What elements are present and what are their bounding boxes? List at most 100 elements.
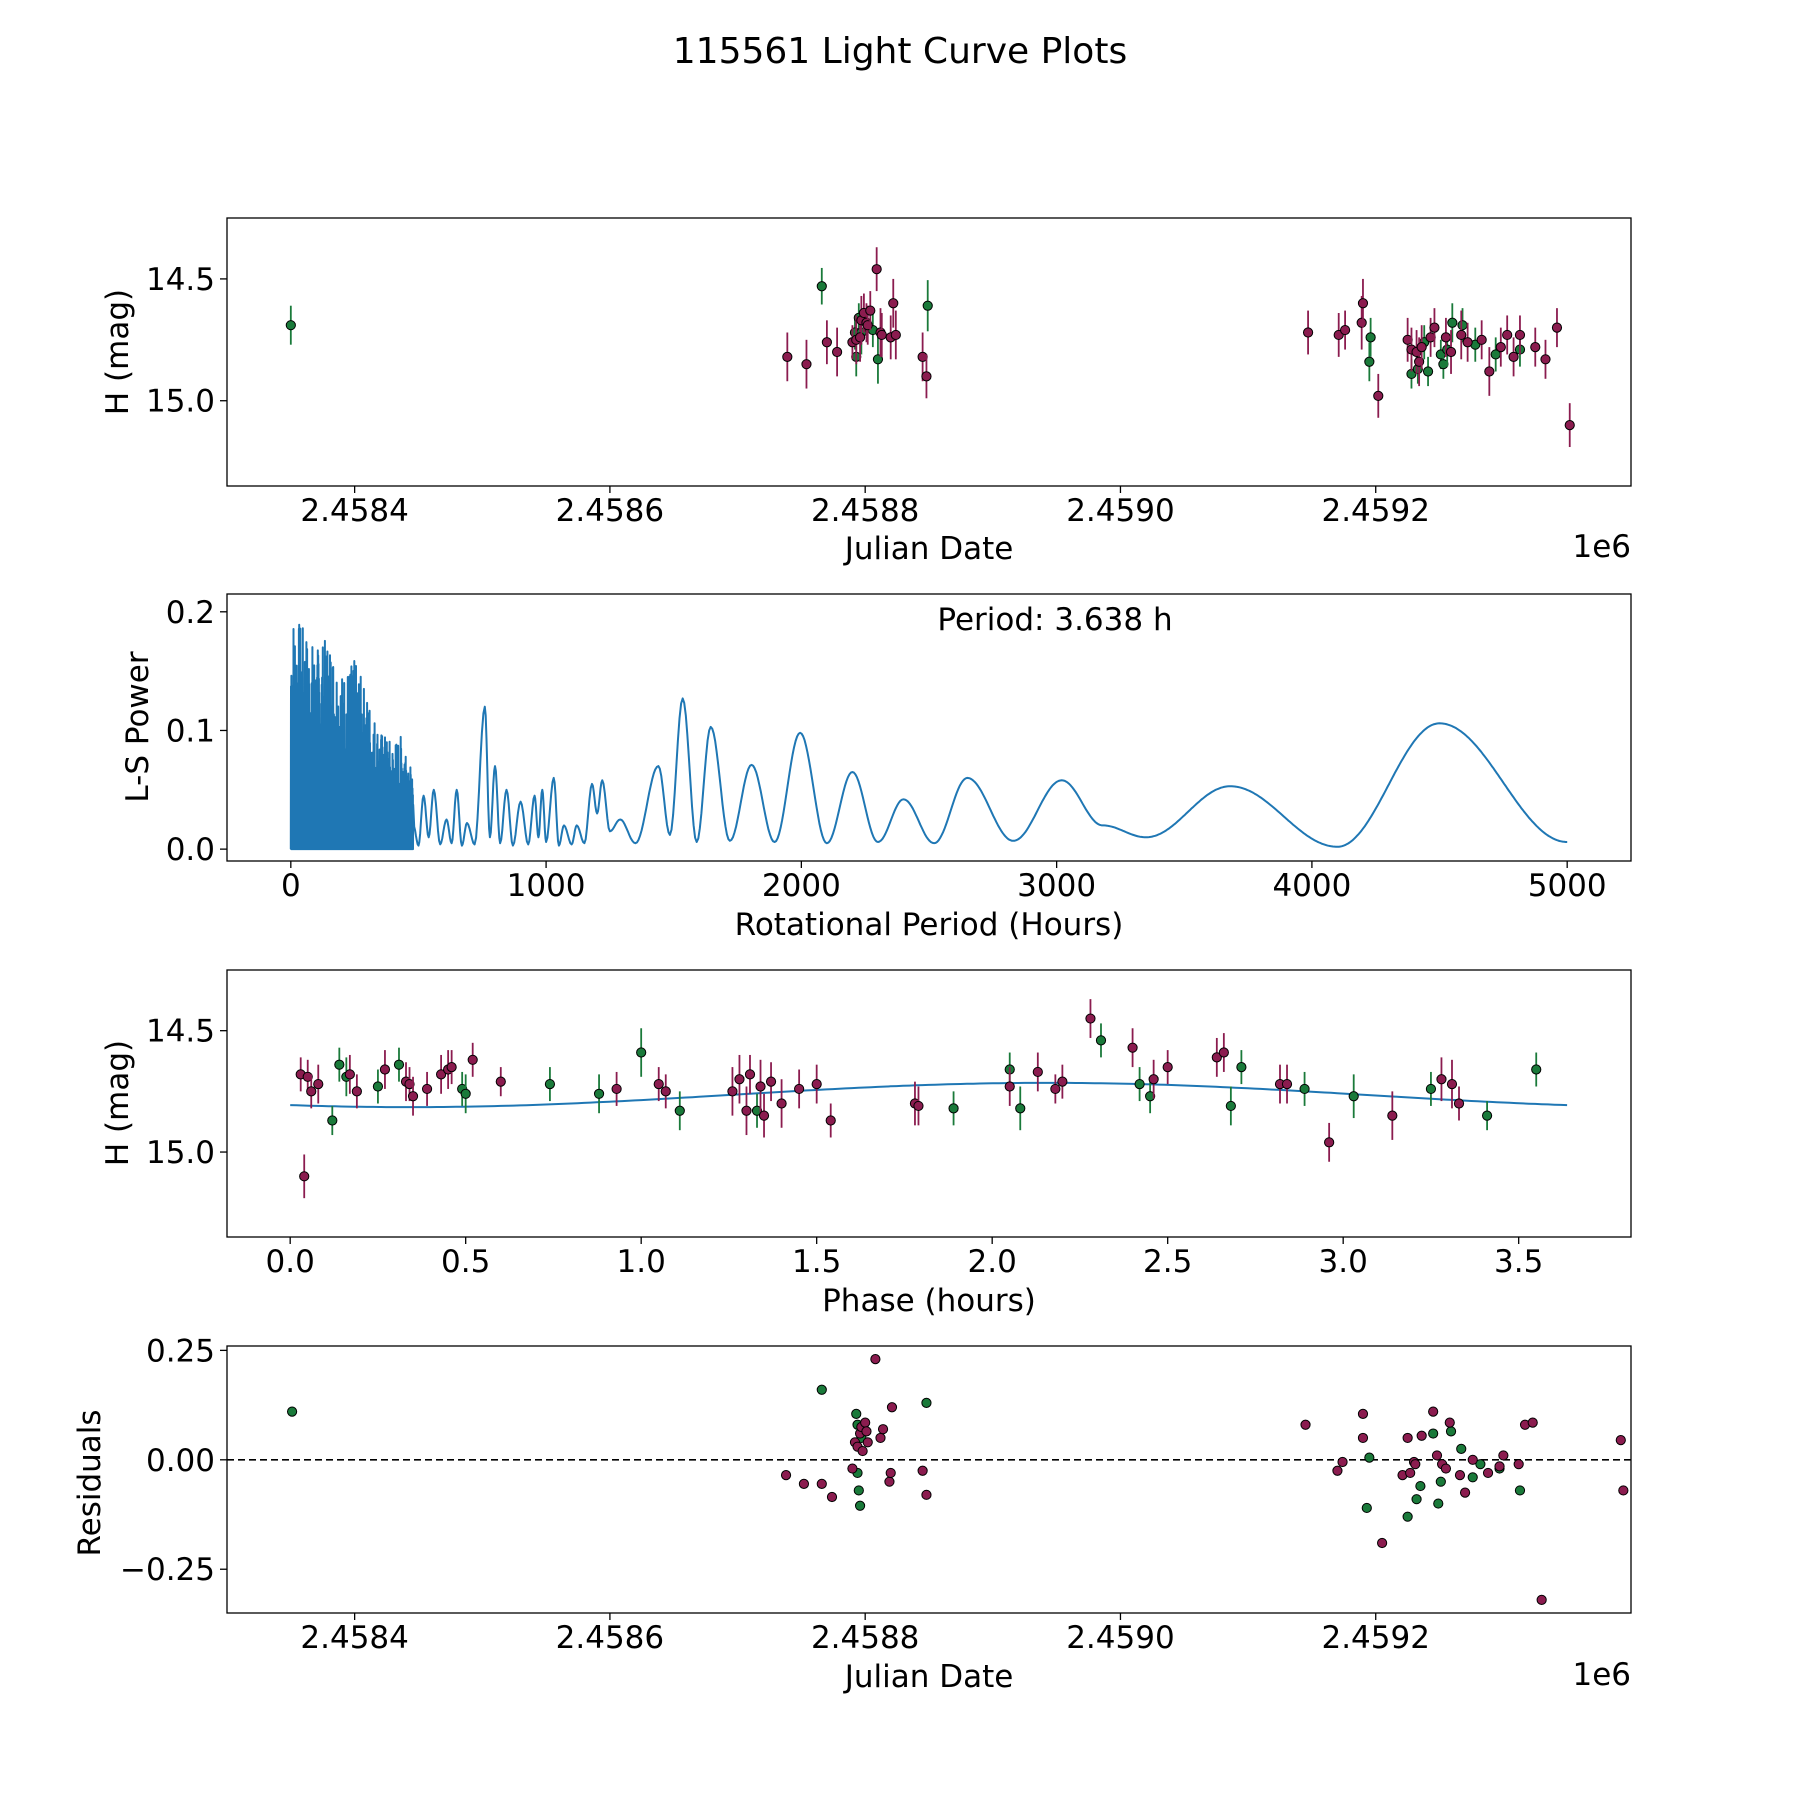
data-point: [1162, 1061, 1173, 1073]
data-point: [1281, 1078, 1293, 1090]
data-point: [1377, 1537, 1388, 1549]
data-point: [782, 351, 793, 362]
data-point: [1527, 1417, 1538, 1428]
data-point: [1422, 366, 1434, 377]
data-point: [1445, 1426, 1457, 1437]
phased-ylabel: H (mag): [100, 1040, 136, 1166]
data-point: [1415, 1480, 1426, 1492]
data-point: [393, 1059, 405, 1070]
data-point: [851, 1408, 862, 1419]
data-point: [286, 1406, 298, 1417]
data-point: [1433, 1498, 1444, 1509]
phased-xtick-label: 0.0: [266, 1244, 315, 1280]
phased-ytick-label: 14.5: [146, 1014, 215, 1050]
data-point: [865, 305, 876, 316]
periodogram-xtick-label: 5000: [1528, 868, 1607, 904]
data-point: [776, 1098, 787, 1109]
data-point: [1495, 342, 1506, 353]
lightcurve-panel: 2.4584 2.4586 2.4588 2.4590 2.4592 15.0 14.5 J…: [100, 217, 1632, 567]
data-point: [913, 1100, 924, 1112]
phased-ticks: 0.0 0.5 1.0 1.5 2.0 2.5 3.0 3.5 15.0 14.5: [146, 1014, 1543, 1280]
data-point: [1502, 329, 1513, 341]
periodogram-plot-area: [289, 623, 1568, 851]
phased-xtick-label: 2.0: [968, 1244, 1017, 1280]
data-point: [1475, 1459, 1486, 1470]
data-point: [611, 1083, 622, 1095]
data-point: [1405, 1467, 1416, 1479]
phased-axes-frame: [226, 969, 1632, 1238]
data-point: [1482, 1467, 1494, 1479]
data-point: [1095, 1035, 1107, 1046]
data-point: [1365, 332, 1376, 343]
residuals-xtick-label: 2.4590: [1066, 1620, 1174, 1656]
periodogram-panel: 0 1000 2000 3000 4000 5000 0.0 0.1 0.2 Period: 3…: [120, 593, 1632, 943]
data-point: [1373, 390, 1384, 401]
data-point: [890, 329, 901, 341]
data-point: [888, 298, 899, 309]
data-point: [1211, 1052, 1222, 1063]
data-point: [853, 1485, 864, 1496]
periodogram-xtick-label: 4000: [1272, 868, 1351, 904]
lightcurve-xtick-label: 2.4584: [300, 493, 408, 529]
data-point: [917, 1465, 928, 1476]
data-point: [1357, 1432, 1369, 1444]
lightcurve-axes-frame: [226, 217, 1632, 487]
data-point: [1416, 1430, 1427, 1441]
data-point: [674, 1105, 685, 1116]
data-point: [1431, 1450, 1443, 1461]
data-point: [1299, 1083, 1310, 1095]
periodogram-ytick-label: 0.1: [166, 713, 215, 749]
data-point: [306, 1086, 317, 1097]
data-point: [436, 1069, 447, 1080]
periodogram-xtick-label: 0: [281, 868, 301, 904]
data-point: [1145, 1091, 1156, 1102]
data-point: [801, 359, 812, 370]
data-point: [821, 337, 832, 348]
data-point: [816, 1478, 827, 1489]
data-point: [544, 1078, 556, 1090]
data-point: [1387, 1110, 1398, 1121]
data-point: [467, 1054, 478, 1065]
data-point: [816, 281, 827, 292]
data-point: [1428, 1406, 1439, 1417]
data-point: [372, 1081, 384, 1092]
data-point: [1444, 1417, 1455, 1428]
data-point: [751, 1105, 763, 1116]
data-point: [877, 1424, 889, 1435]
data-point: [811, 1078, 822, 1090]
data-point: [1447, 317, 1458, 328]
phased-series-r: [295, 999, 1465, 1199]
data-point: [285, 320, 296, 331]
figure-title: 115561 Light Curve Plots: [673, 31, 1127, 72]
data-point: [1456, 329, 1467, 341]
data-point: [798, 1478, 810, 1489]
data-point: [1416, 342, 1427, 353]
data-point: [1508, 351, 1519, 362]
lightcurve-series-r: [782, 247, 1575, 448]
residuals-xtick-label: 2.4586: [556, 1620, 664, 1656]
data-point: [1476, 334, 1487, 345]
data-point: [299, 1171, 310, 1182]
lightcurve-ytick-label: 15.0: [146, 384, 215, 420]
data-point: [1457, 320, 1468, 331]
data-point: [1402, 1432, 1413, 1444]
data-point: [825, 1115, 836, 1126]
data-point: [1364, 1452, 1375, 1463]
residuals-xtick-label: 2.4584: [300, 1620, 408, 1656]
lightcurve-plot-area: [285, 247, 1575, 448]
phased-plot-area: [290, 999, 1568, 1199]
data-point: [495, 1076, 506, 1087]
data-point: [1411, 1494, 1422, 1505]
data-point: [862, 1437, 873, 1448]
data-point: [379, 1064, 391, 1075]
data-point: [1615, 1435, 1626, 1446]
data-point: [847, 1463, 858, 1474]
data-point: [1236, 1061, 1247, 1073]
data-point: [446, 1061, 457, 1073]
data-point: [948, 1103, 959, 1114]
data-point: [653, 1078, 664, 1090]
phased-xlabel: Phase (hours): [822, 1283, 1036, 1319]
data-point: [1484, 366, 1495, 377]
data-point: [1332, 1465, 1343, 1476]
